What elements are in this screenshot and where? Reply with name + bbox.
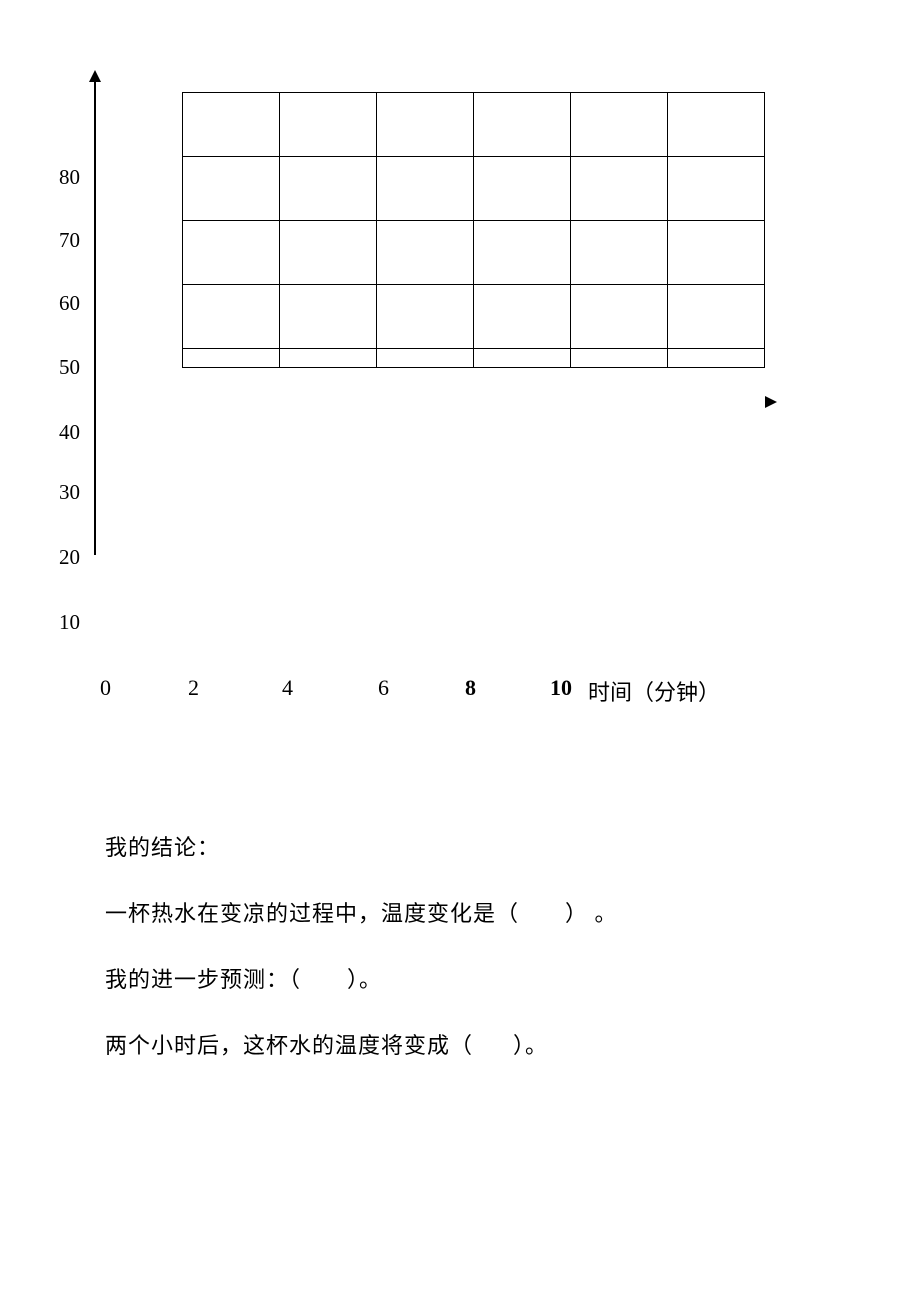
- x-axis-label: 时间（分钟）: [588, 675, 720, 707]
- question-line-1: 一杯热水在变凉的过程中，温度变化是（ ） 。: [105, 881, 805, 947]
- x-tick-0: 0: [100, 675, 111, 701]
- y-tick-20: 20: [50, 545, 80, 570]
- y-tick-80: 80: [50, 165, 80, 190]
- y-tick-10: 10: [50, 610, 80, 635]
- line1-post: ） 。: [565, 901, 618, 926]
- line3-post: ）。: [513, 1033, 548, 1058]
- blank-3[interactable]: [473, 1013, 513, 1079]
- conclusion-heading: 我的结论：: [105, 815, 805, 881]
- y-tick-40: 40: [50, 420, 80, 445]
- question-text: 我的结论： 一杯热水在变凉的过程中，温度变化是（ ） 。 我的进一步预测：（ ）…: [105, 815, 805, 1079]
- chart-area: 80 70 60 50 40 30 20 10: [50, 80, 830, 660]
- blank-2[interactable]: [301, 947, 347, 1013]
- line3-pre: 两个小时后，这杯水的温度将变成（: [105, 1033, 473, 1058]
- x-axis-arrow: [765, 396, 777, 408]
- line2-post: ）。: [347, 967, 382, 992]
- x-tick-4: 4: [282, 675, 293, 701]
- chart-grid: [182, 92, 765, 368]
- y-axis: [94, 80, 96, 555]
- question-line-2: 我的进一步预测：（ ）。: [105, 947, 805, 1013]
- line1-pre: 一杯热水在变凉的过程中，温度变化是（: [105, 901, 519, 926]
- question-line-3: 两个小时后，这杯水的温度将变成（ ）。: [105, 1013, 805, 1079]
- y-tick-50: 50: [50, 355, 80, 380]
- x-tick-2: 2: [188, 675, 199, 701]
- x-tick-6: 6: [378, 675, 389, 701]
- x-tick-8: 8: [465, 675, 476, 701]
- y-tick-30: 30: [50, 480, 80, 505]
- y-tick-70: 70: [50, 228, 80, 253]
- line2-pre: 我的进一步预测：（: [105, 967, 301, 992]
- y-tick-60: 60: [50, 291, 80, 316]
- x-tick-10: 10: [550, 675, 572, 701]
- blank-1[interactable]: [519, 881, 565, 947]
